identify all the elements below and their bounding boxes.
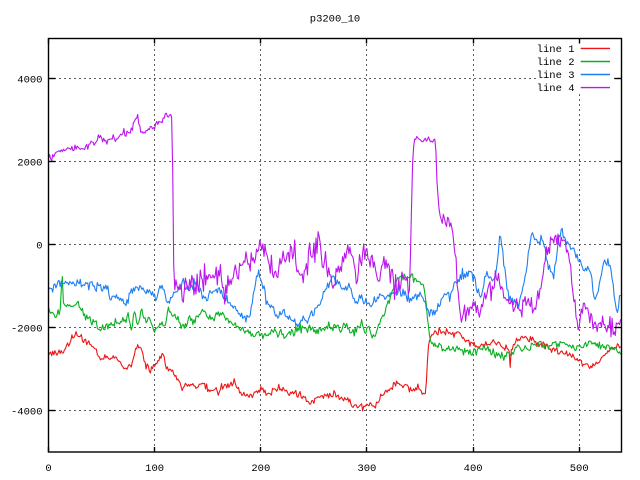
- svg-text:-4000: -4000: [11, 406, 43, 418]
- svg-text:300: 300: [357, 463, 376, 475]
- svg-text:100: 100: [145, 463, 164, 475]
- svg-text:4000: 4000: [17, 75, 42, 87]
- svg-text:400: 400: [464, 463, 483, 475]
- svg-text:2000: 2000: [17, 158, 42, 170]
- svg-text:0: 0: [36, 241, 42, 253]
- svg-text:200: 200: [251, 463, 270, 475]
- svg-text:p3200_10: p3200_10: [310, 14, 360, 26]
- svg-text:0: 0: [45, 463, 51, 475]
- svg-text:line 1: line 1: [537, 44, 575, 56]
- svg-text:500: 500: [570, 463, 589, 475]
- svg-text:line 2: line 2: [537, 57, 575, 69]
- svg-text:line 4: line 4: [537, 83, 575, 95]
- svg-text:line 3: line 3: [537, 70, 575, 82]
- svg-text:-2000: -2000: [11, 324, 43, 336]
